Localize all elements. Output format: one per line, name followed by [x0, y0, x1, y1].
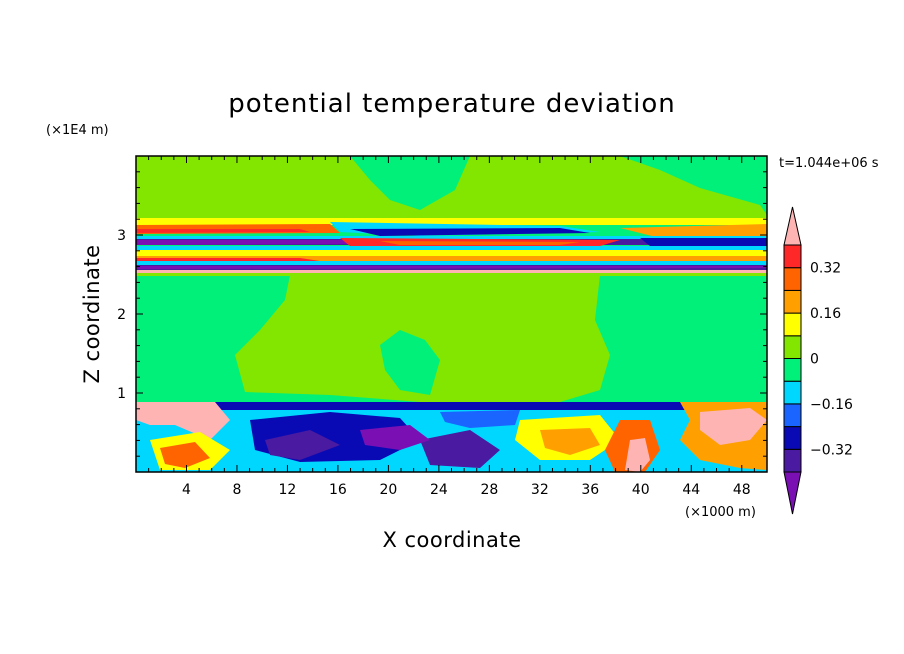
band: [136, 266, 767, 269]
colorbar-tick-label: −0.16: [810, 397, 853, 413]
heatmap-field: [136, 156, 767, 472]
band: [136, 250, 767, 256]
band: [136, 240, 360, 245]
bl-patch: [360, 425, 430, 450]
field-patch: [235, 275, 610, 402]
colorbar-segment: [783, 358, 802, 382]
band: [136, 270, 767, 273]
x-tick-label: 24: [430, 482, 448, 498]
y-tick-label: 2: [117, 307, 126, 323]
bl-patch: [540, 428, 600, 455]
x-tick-label: 20: [379, 482, 397, 498]
chart-title: potential temperature deviation: [228, 89, 675, 119]
band: [136, 273, 767, 276]
colorbar-segment: [783, 448, 802, 473]
x-tick-label: 40: [632, 482, 650, 498]
time-label: t=1.044e+06 s: [779, 156, 879, 171]
x-tick-label: 48: [733, 482, 751, 498]
bl-patch: [700, 408, 767, 445]
x-tick-label: 44: [682, 482, 700, 498]
colorbar-segment: [783, 312, 802, 337]
bl-patch: [420, 430, 500, 468]
colorbar-extend-high: [783, 206, 802, 246]
x-tick-label: 4: [182, 482, 191, 498]
colorbar-extend-low: [783, 471, 802, 515]
x-tick-label: 36: [581, 482, 599, 498]
colorbar-tick-label: 0.16: [810, 306, 841, 322]
x-tick-label: 12: [279, 482, 297, 498]
colorbar-tick-label: −0.32: [810, 442, 853, 458]
band: [136, 229, 310, 233]
colorbar-segment: [783, 403, 802, 428]
band: [136, 236, 767, 239]
band: [136, 246, 767, 250]
band: [136, 261, 767, 265]
x-tick-label: 8: [232, 482, 241, 498]
bl-patch: [136, 402, 230, 440]
colorbar-segment: [783, 335, 802, 359]
band: [380, 241, 580, 245]
x-tick-label: 32: [531, 482, 549, 498]
bl-patch: [625, 438, 650, 472]
colorbar-tick-label: 0.32: [810, 261, 841, 277]
y-tick-label: 3: [117, 228, 126, 244]
bl-top: [136, 402, 767, 410]
x-tick-label: 28: [480, 482, 498, 498]
bl-patch: [265, 430, 340, 460]
x-axis-label: X coordinate: [382, 528, 521, 552]
colorbar-segment: [783, 426, 802, 450]
x-tick-label: 16: [329, 482, 347, 498]
colorbar: 0.32 0.16 0 −0.16 −0.32: [783, 206, 853, 515]
x-unit-label: (×1000 m): [685, 505, 756, 520]
colorbar-segment: [783, 380, 802, 405]
y-axis: 1 2 3: [117, 171, 767, 457]
band: [620, 224, 767, 238]
field-patch: [350, 156, 470, 210]
band: [136, 256, 767, 261]
colorbar-segment: [783, 267, 802, 291]
colorbar-segment: [783, 244, 802, 269]
colorbar-tick-label: 0: [810, 352, 819, 368]
band: [640, 238, 767, 246]
band: [350, 228, 590, 236]
y-axis-label: Z coordinate: [80, 244, 104, 383]
y-unit-label: (×1E4 m): [46, 123, 109, 138]
field-patch: [380, 330, 440, 395]
colorbar-segment: [783, 289, 802, 314]
bl-patch: [440, 410, 520, 428]
band: [136, 218, 767, 225]
x-axis: 4 8 12 16 20 24 28 32 36 40 44 48: [148, 156, 755, 498]
bl-patch: [160, 442, 210, 468]
y-tick-label: 1: [117, 386, 126, 402]
